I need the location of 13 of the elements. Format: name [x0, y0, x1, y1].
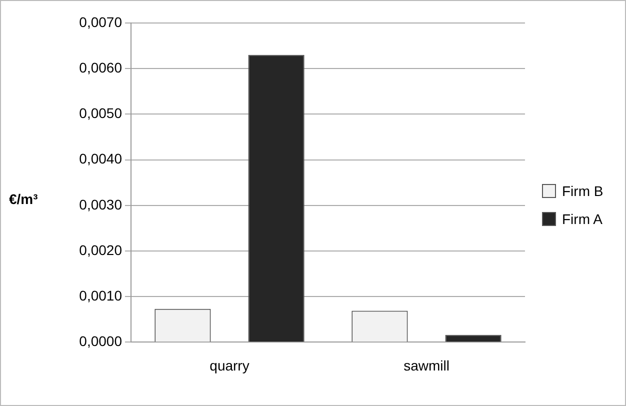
x-tick-label: sawmill: [404, 357, 450, 374]
y-tick-label: 0,0020: [79, 242, 122, 258]
legend-label: Firm A: [562, 211, 602, 227]
text: Firm B: [562, 183, 604, 199]
y-tick-label: 0,0070: [79, 14, 122, 30]
y-tick-label: 0,0000: [79, 333, 122, 350]
y-tick-label: 0,0010: [79, 287, 122, 304]
y-tick-label: 0,0050: [79, 105, 122, 122]
y-axis-title: €/m³: [9, 191, 38, 207]
x-tick-label: quarry: [210, 357, 250, 374]
y-tick-label: 0,0060: [79, 59, 122, 76]
y-tick-label: 0,0030: [79, 196, 122, 212]
y-tick-label: 0,0040: [79, 150, 122, 167]
